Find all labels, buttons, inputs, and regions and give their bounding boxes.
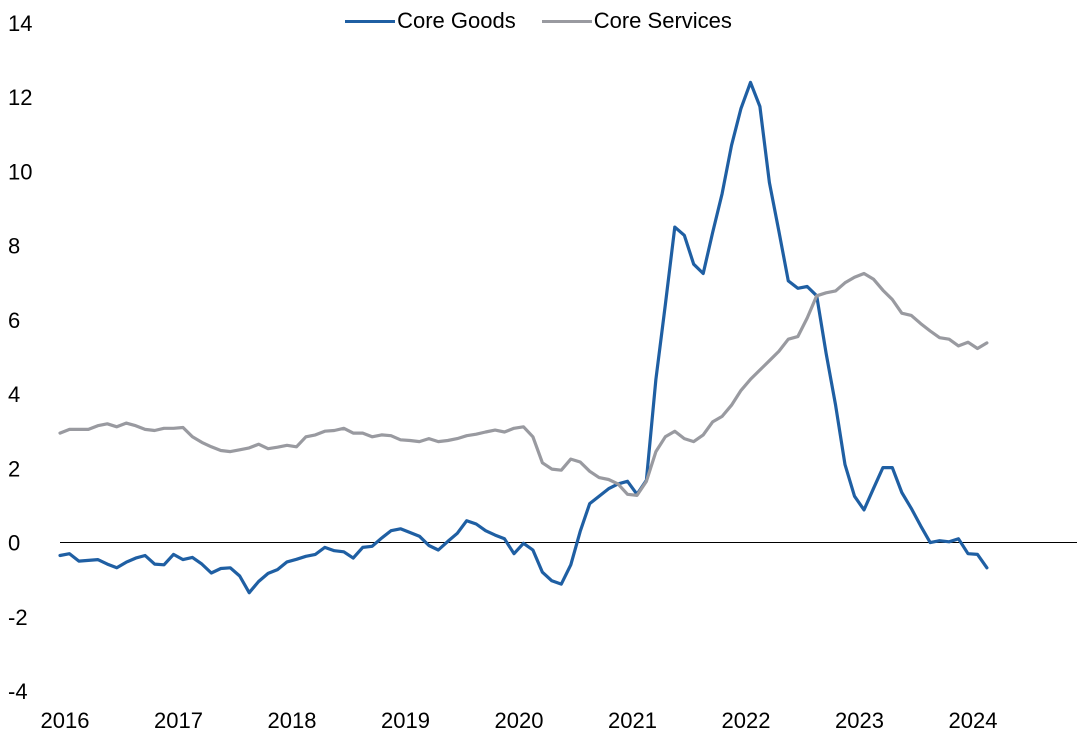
x-tick-label: 2024 [949, 708, 998, 733]
series-line-core-goods [58, 80, 989, 595]
y-tick-label: 0 [8, 531, 20, 556]
legend-item-core-services: Core Services [541, 8, 732, 34]
y-tick-label: -2 [8, 605, 28, 630]
x-tick-label: 2018 [268, 708, 317, 733]
x-tick-label: 2017 [154, 708, 203, 733]
y-tick-label: -4 [8, 679, 28, 704]
x-tick-label: 2021 [608, 708, 657, 733]
legend: Core Goods Core Services [0, 8, 1077, 34]
series-line-core-services [58, 271, 989, 497]
y-tick-label: 12 [8, 85, 32, 110]
y-tick-label: 6 [8, 308, 20, 333]
y-tick-label: 2 [8, 456, 20, 481]
y-tick-label: 10 [8, 159, 32, 184]
x-tick-label: 2016 [41, 708, 90, 733]
legend-item-core-goods: Core Goods [345, 8, 516, 34]
legend-label-core-goods: Core Goods [397, 8, 516, 33]
y-tick-label: 8 [8, 234, 20, 259]
legend-swatch-core-goods [345, 19, 396, 23]
x-tick-label: 2023 [835, 708, 884, 733]
x-tick-label: 2019 [381, 708, 430, 733]
x-tick-label: 2020 [495, 708, 544, 733]
legend-label-core-services: Core Services [593, 8, 732, 33]
y-tick-label: 14 [8, 11, 32, 36]
x-tick-label: 2022 [722, 708, 771, 733]
y-tick-label: 4 [8, 382, 20, 407]
legend-swatch-core-services [541, 19, 592, 23]
